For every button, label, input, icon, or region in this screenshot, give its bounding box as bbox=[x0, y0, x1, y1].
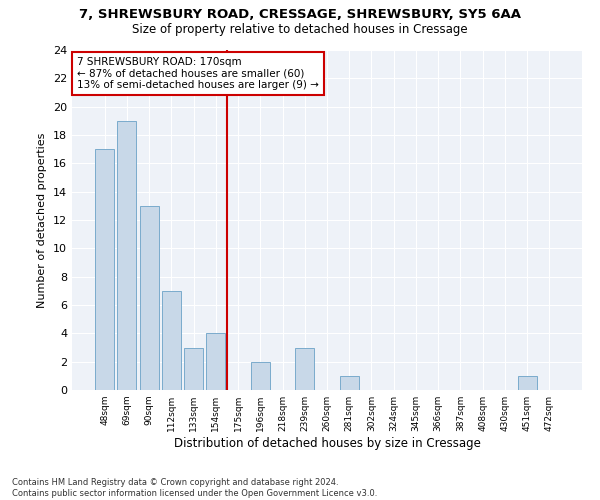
X-axis label: Distribution of detached houses by size in Cressage: Distribution of detached houses by size … bbox=[173, 437, 481, 450]
Bar bbox=[95, 149, 114, 390]
Text: 7, SHREWSBURY ROAD, CRESSAGE, SHREWSBURY, SY5 6AA: 7, SHREWSBURY ROAD, CRESSAGE, SHREWSBURY… bbox=[79, 8, 521, 20]
Y-axis label: Number of detached properties: Number of detached properties bbox=[37, 132, 47, 308]
Bar bbox=[251, 362, 270, 390]
Bar bbox=[206, 334, 225, 390]
Text: Size of property relative to detached houses in Cressage: Size of property relative to detached ho… bbox=[132, 22, 468, 36]
Bar bbox=[340, 376, 359, 390]
Bar bbox=[162, 291, 181, 390]
Bar bbox=[295, 348, 314, 390]
Bar bbox=[140, 206, 158, 390]
Bar bbox=[118, 121, 136, 390]
Text: 7 SHREWSBURY ROAD: 170sqm
← 87% of detached houses are smaller (60)
13% of semi-: 7 SHREWSBURY ROAD: 170sqm ← 87% of detac… bbox=[77, 57, 319, 90]
Bar bbox=[518, 376, 536, 390]
Text: Contains HM Land Registry data © Crown copyright and database right 2024.
Contai: Contains HM Land Registry data © Crown c… bbox=[12, 478, 377, 498]
Bar bbox=[184, 348, 203, 390]
